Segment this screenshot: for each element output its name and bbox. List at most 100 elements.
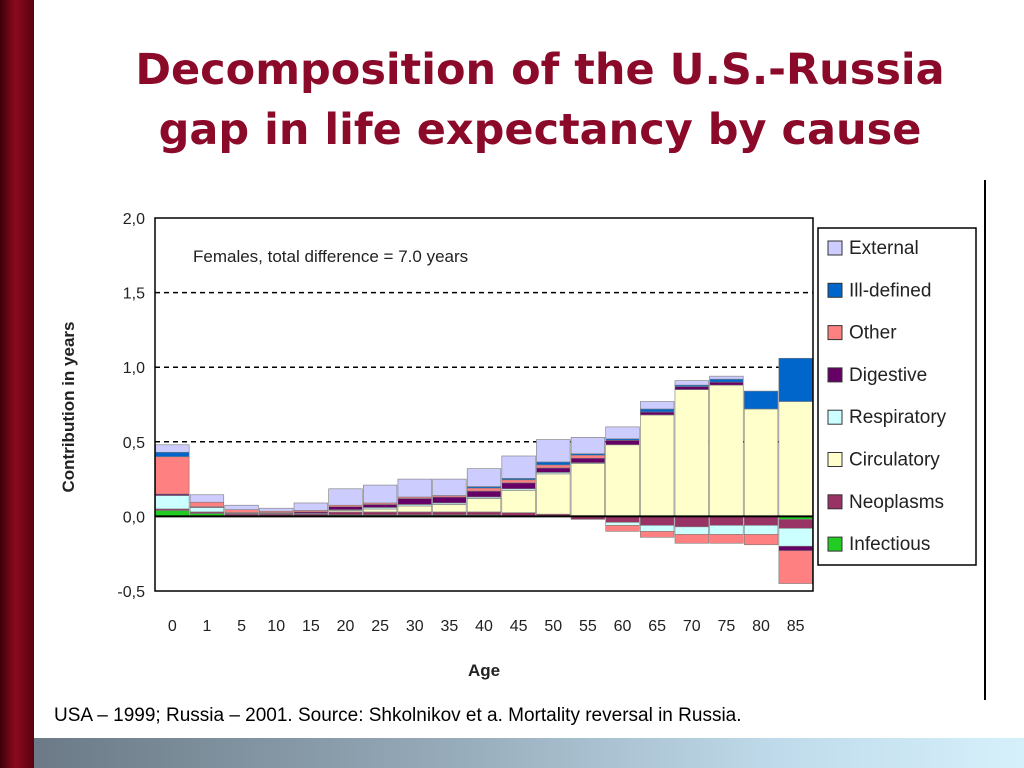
bar-segment-digestive-age-60 [605, 440, 640, 446]
bar-segment-external-age-35 [432, 478, 467, 496]
bar-segment-respiratory-age-1 [189, 507, 225, 513]
bar-segment-circulatory-age-65 [640, 414, 675, 517]
bar-segment-neoplasms-age-40 [466, 511, 502, 516]
bar-segment-ill-defined-age-80 [743, 390, 779, 410]
bar-segment-neoplasms-age-45 [501, 512, 536, 516]
bar-segment-respiratory-age-0 [155, 495, 190, 510]
bar-segment-external-age-40 [466, 468, 502, 487]
x-axis: 0 1 5 10 15 20 25 30 35 40 45 50 55 60 65 70 75 80 85 [168, 618, 805, 635]
bars [155, 357, 813, 584]
y-axis-label: Contribution in years [59, 322, 78, 493]
slide-title: Decomposition of the U.S.-Russia gap in … [60, 40, 1020, 160]
bar-segment-digestive-age-85 [778, 545, 813, 552]
bar-segment-other-age-40 [466, 487, 502, 492]
legend-swatch [827, 452, 843, 467]
x-tick-label: 35 [440, 618, 458, 635]
bar-segment-other-age-5 [224, 509, 259, 513]
bar-segment-digestive-age-20 [328, 506, 363, 510]
bar-segment-circulatory-age-60 [605, 444, 640, 517]
bar-segment-circulatory-age-25 [362, 508, 398, 513]
legend-label: Other [849, 323, 897, 344]
bar-segment-digestive-age-75 [709, 381, 744, 386]
y-axis: 2,0 1,5 1,0 0,5 0,0 -0,5 [117, 211, 145, 601]
x-tick-label: 5 [237, 618, 246, 635]
x-tick-label: 75 [718, 618, 736, 635]
x-axis-label: Age [468, 661, 500, 680]
bar-segment-external-age-75 [709, 375, 744, 380]
bar-segment-neoplasms-age-85 [778, 519, 813, 529]
footer-band [34, 738, 1024, 768]
legend-label: Infectious [849, 534, 930, 555]
bar-segment-other-age-60 [605, 525, 640, 532]
legend-label: External [849, 238, 919, 259]
legend-label: Circulatory [849, 450, 940, 471]
x-tick-label: 70 [683, 618, 701, 635]
bar-segment-circulatory-age-75 [709, 384, 744, 517]
x-tick-label: 15 [302, 618, 320, 635]
legend-swatch [827, 325, 843, 341]
bar-segment-digestive-age-25 [362, 504, 398, 508]
slide-accent-bar [0, 0, 34, 768]
bar-segment-external-age-20 [328, 488, 363, 506]
bar-segment-external-age-25 [362, 484, 398, 504]
bar-segment-circulatory-age-70 [674, 389, 709, 517]
bar-segment-other-age-0 [155, 456, 190, 495]
bar-segment-circulatory-age-55 [570, 463, 606, 516]
chart-annotation: Females, total difference = 7.0 years [193, 247, 468, 266]
bar-segment-circulatory-age-80 [743, 408, 779, 517]
bar-segment-other-age-45 [501, 479, 536, 484]
bar-segment-external-age-30 [397, 478, 432, 498]
bar-segment-external-age-0 [155, 444, 190, 453]
bar-segment-digestive-age-70 [674, 386, 709, 390]
x-tick-label: 55 [579, 618, 597, 635]
bar-segment-respiratory-age-85 [778, 528, 813, 547]
y-tick-label: 2,0 [123, 211, 145, 228]
bar-segment-respiratory-age-70 [674, 526, 709, 535]
bar-segment-external-age-50 [536, 439, 571, 463]
bar-segment-external-age-70 [674, 380, 709, 386]
x-tick-label: 30 [406, 618, 424, 635]
x-tick-label: 50 [544, 618, 562, 635]
source-note: USA – 1999; Russia – 2001. Source: Shkol… [54, 705, 742, 726]
y-tick-label: 1,5 [123, 286, 145, 303]
bar-segment-other-age-65 [640, 531, 675, 538]
bar-segment-external-age-1 [189, 494, 225, 503]
bar-segment-ill-defined-age-0 [155, 451, 190, 458]
bar-segment-neoplasms-age-65 [640, 516, 675, 526]
legend-swatch [827, 367, 843, 383]
vertical-divider [984, 180, 986, 700]
bar-segment-ill-defined-age-50 [536, 461, 571, 466]
bar-segment-circulatory-age-45 [501, 489, 536, 513]
bar-segment-neoplasms-age-20 [328, 511, 363, 516]
legend-label: Ill-defined [849, 280, 931, 301]
x-tick-label: 10 [267, 618, 285, 635]
legend-swatch [827, 282, 843, 298]
bar-segment-other-age-50 [536, 464, 571, 469]
gridlines [155, 291, 813, 443]
bar-segment-circulatory-age-85 [778, 401, 813, 517]
bar-segment-ill-defined-age-75 [709, 378, 744, 383]
bar-segment-circulatory-age-50 [536, 473, 571, 515]
y-tick-label: 0,5 [123, 435, 145, 452]
x-tick-label: 20 [337, 618, 355, 635]
x-tick-label: 85 [787, 618, 805, 635]
chart: 2,01,51,00,50,0-0,5 0 1 5 10 15 20 25 30 35 40 45 5… [59, 211, 977, 680]
bar-segment-respiratory-age-75 [709, 525, 744, 535]
bar-segment-digestive-age-45 [501, 482, 536, 490]
bar-segment-external-age-45 [501, 455, 536, 479]
bar-segment-other-age-70 [674, 534, 709, 544]
legend-swatch [827, 494, 843, 510]
bar-segment-ill-defined-age-85 [778, 357, 813, 402]
x-tick-label: 45 [510, 618, 528, 635]
y-tick-label: 1,0 [123, 360, 145, 377]
x-tick-label: 1 [202, 618, 211, 635]
bar-segment-neoplasms-age-75 [709, 516, 744, 526]
legend-swatch [827, 409, 843, 425]
x-tick-label: 60 [614, 618, 632, 635]
bar-segment-digestive-age-35 [432, 496, 467, 504]
legend-swatch [827, 536, 843, 552]
x-tick-label: 65 [648, 618, 666, 635]
bar-segment-digestive-age-40 [466, 490, 502, 498]
slide-title-line-2: gap in life expectancy by cause [158, 105, 922, 155]
bar-segment-other-age-80 [743, 534, 779, 546]
